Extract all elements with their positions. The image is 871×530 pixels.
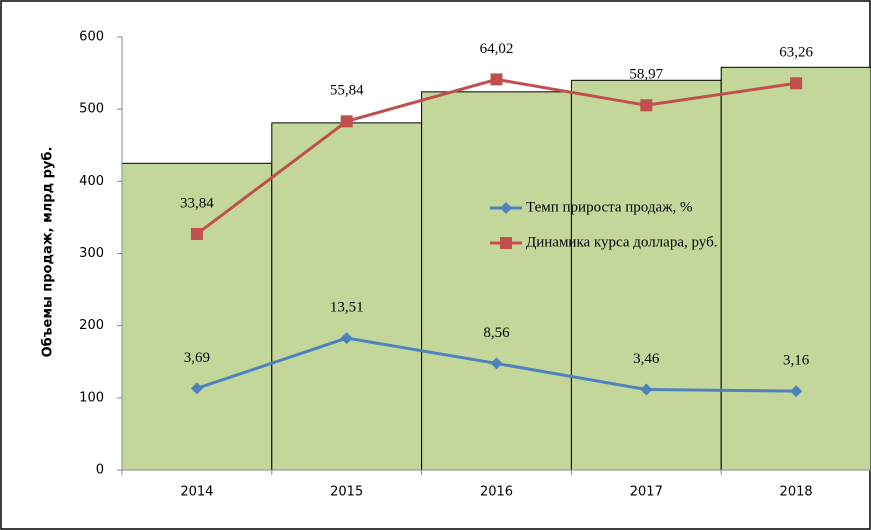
y-tick-label: 600	[79, 30, 104, 45]
line-marker	[790, 385, 803, 398]
legend-marker	[500, 202, 512, 214]
legend-label: Темп прироста продаж, %	[526, 199, 693, 215]
line-marker	[190, 227, 203, 240]
bar	[570, 79, 722, 471]
x-tick-label: 2016	[480, 485, 513, 500]
data-label: 3,69	[184, 350, 210, 366]
y-tick-label: 500	[79, 102, 104, 117]
line-marker	[190, 382, 203, 395]
line-marker	[340, 332, 353, 345]
line-marker	[490, 73, 503, 86]
x-tick-label: 2014	[180, 485, 213, 500]
data-label: 13,51	[330, 300, 364, 316]
line-marker	[490, 357, 503, 370]
bar	[720, 66, 871, 471]
data-label: 3,16	[783, 353, 810, 369]
y-tick-label: 100	[79, 390, 104, 405]
data-label: 55,84	[330, 83, 364, 99]
y-axis-label: Объемы продаж, млрд руб.	[41, 147, 56, 358]
data-label: 63,26	[779, 45, 813, 61]
data-label: 58,97	[629, 67, 663, 83]
data-label: 33,84	[180, 195, 214, 211]
bar	[271, 122, 423, 471]
bar	[121, 162, 273, 471]
y-tick-label: 200	[79, 318, 104, 333]
x-tick-label: 2018	[780, 485, 813, 500]
data-label: 64,02	[480, 41, 514, 57]
y-tick-label: 300	[79, 246, 104, 261]
y-tick-label: 0	[96, 463, 104, 478]
data-label: 8,56	[483, 325, 510, 341]
line-marker	[790, 77, 803, 90]
x-tick-label: 2017	[630, 485, 663, 500]
legend-label: Динамика курса доллара, руб.	[526, 234, 717, 250]
bar	[421, 91, 572, 471]
x-tick-label: 2015	[330, 485, 363, 500]
line-marker	[640, 99, 653, 112]
data-label: 3,46	[633, 351, 660, 367]
y-tick-label: 400	[79, 174, 104, 189]
line-marker	[640, 383, 653, 396]
line-marker	[340, 115, 353, 128]
legend-marker	[500, 237, 512, 249]
